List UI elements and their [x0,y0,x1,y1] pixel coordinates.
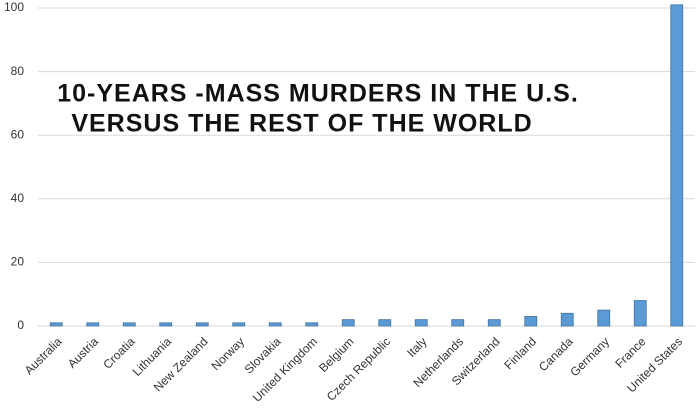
bar [122,322,136,327]
bar [195,322,209,327]
x-tick-label: United Kingdom [250,334,320,404]
y-tick-label: 0 [17,318,24,332]
bar [487,319,501,327]
y-tick-label: 80 [11,64,25,78]
x-tick-label: Germany [567,334,612,379]
x-tick-label: Czech Republic [324,334,393,403]
chart-title: VERSUS THE REST OF THE WORLD [71,110,532,138]
y-tick-label: 20 [11,255,25,269]
bar [378,319,392,327]
bar [159,322,173,327]
bar [560,312,574,327]
bar [86,322,100,327]
bar [341,319,355,327]
bar [305,322,319,327]
bar [524,316,538,327]
bar [232,322,246,327]
bar [414,319,428,327]
bar [670,4,684,327]
x-tick-label: Italy [404,334,429,359]
x-tick-label: Austria [65,334,102,371]
bar [597,309,611,327]
y-tick-label: 60 [11,127,25,141]
bar [49,322,63,327]
chart-title: 10-YEARS -MASS MURDERS IN THE U.S. [57,80,579,108]
bar [268,322,282,327]
bar [633,300,647,327]
y-tick-label: 40 [11,191,25,205]
y-tick-label: 100 [4,0,24,14]
x-tick-label: Finland [501,334,539,372]
bar [451,319,465,327]
x-tick-label: Australia [22,334,65,377]
